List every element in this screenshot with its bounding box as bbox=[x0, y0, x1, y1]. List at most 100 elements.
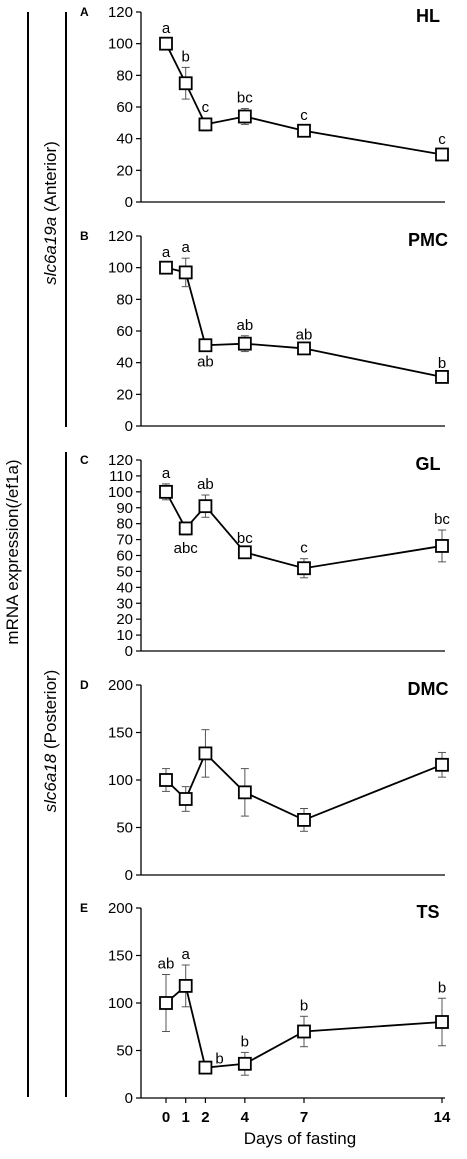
data-point bbox=[198, 117, 213, 132]
data-point bbox=[159, 996, 173, 1010]
y-axis-title: mRNA expression(/ef1a) bbox=[3, 459, 22, 644]
data-point bbox=[159, 260, 173, 275]
x-tick-label: 0 bbox=[162, 1109, 170, 1126]
panel-title: DMC bbox=[408, 679, 449, 699]
panel-d: 0 50 100 150 200 D DMC bbox=[80, 677, 449, 884]
y-tick-label: 110 bbox=[109, 468, 133, 485]
significance-label: bc bbox=[237, 530, 253, 547]
data-point bbox=[237, 109, 252, 124]
anterior-group-label: slc6a19a (Anterior) bbox=[41, 141, 60, 285]
panel-title: HL bbox=[416, 6, 440, 26]
x-tick-label: 4 bbox=[241, 1109, 250, 1126]
significance-label: a bbox=[162, 244, 171, 261]
x-tick-label: 7 bbox=[300, 1109, 308, 1126]
y-tick-label: 100 bbox=[108, 260, 133, 277]
y-tick-label: 30 bbox=[116, 595, 133, 612]
y-tick-label: 40 bbox=[116, 579, 133, 596]
posterior-region-name: (Posterior) bbox=[41, 670, 60, 749]
posterior-gene-name: slc6a18 bbox=[41, 753, 60, 812]
y-tick-label: 120 bbox=[108, 4, 133, 21]
data-point bbox=[435, 757, 449, 772]
significance-label: a bbox=[182, 239, 191, 256]
significance-label: ab bbox=[237, 317, 254, 334]
y-tick-label: 60 bbox=[116, 99, 133, 116]
y-tick-label: 50 bbox=[116, 820, 133, 837]
data-point bbox=[297, 123, 311, 138]
y-tick-label: 120 bbox=[108, 228, 133, 245]
y-tick-label: 100 bbox=[108, 772, 133, 789]
significance-label: b bbox=[300, 997, 308, 1014]
y-tick-label: 100 bbox=[108, 36, 133, 53]
data-point bbox=[237, 336, 252, 351]
data-point bbox=[159, 773, 173, 787]
panel-title: PMC bbox=[408, 230, 448, 250]
data-point bbox=[297, 561, 311, 576]
y-tick-label: 0 bbox=[125, 867, 133, 884]
data-point bbox=[159, 36, 173, 51]
significance-label: a bbox=[182, 946, 191, 963]
significance-label: b bbox=[182, 48, 190, 65]
y-tick-label: 40 bbox=[116, 355, 133, 372]
significance-label: c bbox=[438, 131, 446, 148]
y-tick-label: 0 bbox=[125, 418, 133, 435]
data-point bbox=[198, 746, 213, 761]
y-tick-label: 0 bbox=[125, 1090, 133, 1107]
y-tick-label: 20 bbox=[116, 386, 133, 403]
y-tick-label: 150 bbox=[108, 725, 133, 742]
panel-letter: E bbox=[80, 901, 88, 915]
significance-label: c bbox=[202, 99, 210, 116]
y-tick-label: 10 bbox=[116, 627, 133, 644]
x-tick-label: 2 bbox=[201, 1109, 209, 1126]
y-tick-label: 0 bbox=[125, 194, 133, 211]
data-point bbox=[435, 1015, 449, 1029]
panel-letter: A bbox=[80, 5, 89, 19]
y-tick-label: 100 bbox=[108, 484, 133, 501]
anterior-gene-name: slc6a19a bbox=[41, 217, 60, 285]
y-tick-label: 40 bbox=[116, 131, 133, 148]
y-tick-label: 150 bbox=[108, 948, 133, 965]
data-point bbox=[237, 545, 252, 560]
panel-title: GL bbox=[416, 454, 441, 474]
data-point bbox=[297, 813, 311, 827]
anterior-region-name: (Anterior) bbox=[41, 141, 60, 212]
significance-label: b bbox=[438, 355, 446, 372]
panel-letter: D bbox=[80, 678, 89, 692]
x-tick-label: 14 bbox=[434, 1109, 451, 1126]
data-point bbox=[178, 792, 193, 806]
y-tick-label: 80 bbox=[116, 291, 133, 308]
data-point bbox=[297, 341, 311, 356]
data-point bbox=[178, 76, 193, 91]
y-tick-label: 90 bbox=[116, 500, 133, 517]
y-tick-label: 200 bbox=[108, 900, 133, 917]
data-point bbox=[198, 1060, 213, 1075]
panel-letter: C bbox=[80, 453, 89, 467]
y-tick-label: 20 bbox=[116, 162, 133, 179]
panel-letter: B bbox=[80, 229, 89, 243]
y-tick-label: 50 bbox=[116, 1043, 133, 1060]
data-point bbox=[198, 338, 213, 353]
data-point bbox=[435, 539, 449, 553]
significance-label: b bbox=[438, 979, 446, 996]
y-tick-label: 80 bbox=[116, 67, 133, 84]
significance-label: a bbox=[162, 465, 171, 482]
data-point bbox=[178, 521, 193, 536]
x-tick-label: 1 bbox=[182, 1109, 190, 1126]
data-point bbox=[435, 370, 449, 384]
y-tick-label: 100 bbox=[108, 995, 133, 1012]
data-point bbox=[297, 1024, 311, 1039]
y-tick-label: 120 bbox=[108, 452, 133, 469]
data-point bbox=[237, 1056, 252, 1071]
significance-label: c bbox=[300, 540, 308, 557]
significance-label: b bbox=[215, 1051, 223, 1068]
significance-label: abc bbox=[174, 540, 199, 557]
data-point bbox=[178, 979, 193, 993]
significance-label: bc bbox=[237, 90, 253, 107]
panel-b: 0 20 40 60 80 100 120 B PMC a a ab ab ab b bbox=[80, 228, 449, 435]
data-point bbox=[178, 265, 193, 280]
y-tick-label: 200 bbox=[108, 677, 133, 694]
